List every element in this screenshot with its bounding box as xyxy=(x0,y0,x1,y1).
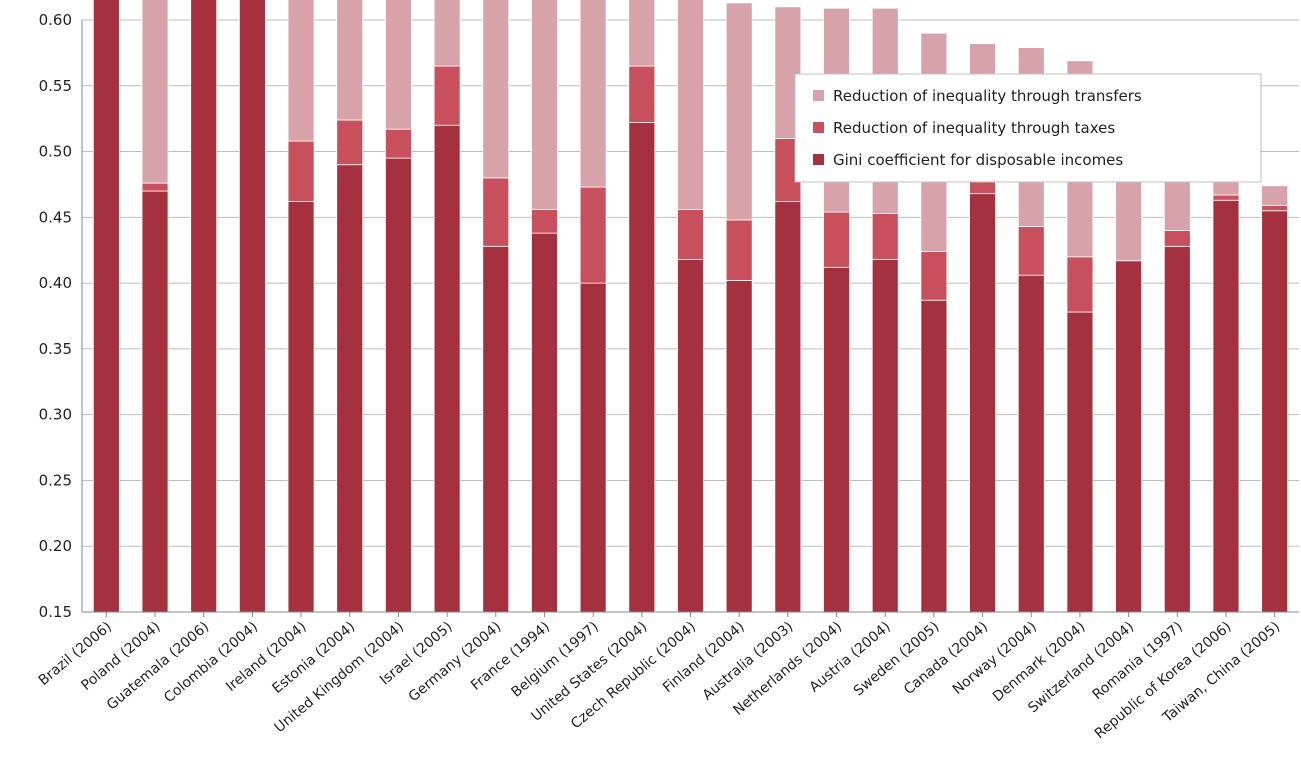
bar-segment-transfers xyxy=(142,0,168,183)
bar-segment-transfers xyxy=(434,0,460,66)
bar-segment-taxes xyxy=(337,120,363,165)
bar-segment-gini xyxy=(385,158,411,612)
bar-segment-gini xyxy=(678,259,704,612)
bar-segment-gini xyxy=(531,233,557,612)
bar-segment-gini xyxy=(1164,246,1190,612)
bar-segment-transfers xyxy=(580,0,606,187)
x-tick-label: Germany (2004) xyxy=(406,619,505,705)
bar-segment-gini xyxy=(288,202,314,612)
bar-segment-gini xyxy=(726,280,752,612)
bar-segment-taxes xyxy=(872,213,898,259)
bar-segment-gini xyxy=(921,300,947,612)
legend-label: Reduction of inequality through transfer… xyxy=(833,87,1142,105)
bar-segment-gini xyxy=(142,191,168,612)
bar-segment-taxes xyxy=(1164,230,1190,246)
bar-segment-taxes xyxy=(1067,257,1093,312)
bar-segment-gini xyxy=(580,283,606,612)
y-tick-label: 0.55 xyxy=(39,77,72,95)
bar-segment-gini xyxy=(1067,312,1093,612)
bar-segment-taxes xyxy=(434,66,460,125)
bar-segment-taxes xyxy=(288,141,314,202)
bar-segment-taxes xyxy=(1213,195,1239,200)
bar-segment-taxes xyxy=(531,209,557,233)
x-tick-label: Sweden (2005) xyxy=(851,619,943,700)
bar-segment-gini xyxy=(824,267,850,612)
bar-segment-gini xyxy=(775,202,801,612)
bar-segment-taxes xyxy=(483,178,509,246)
bar-segment-taxes xyxy=(142,183,168,191)
bar-segment-transfers xyxy=(726,3,752,220)
bar-segment-gini xyxy=(93,0,119,612)
legend-swatch xyxy=(813,154,824,165)
x-tick-label: Canada (2004) xyxy=(901,619,991,698)
bar-segment-gini xyxy=(239,0,265,612)
bar-segment-transfers xyxy=(531,0,557,209)
x-tick-label: Finland (2004) xyxy=(660,619,748,696)
bar-segment-transfers xyxy=(1262,186,1288,206)
bar-segment-gini xyxy=(191,0,217,612)
legend: Reduction of inequality through transfer… xyxy=(795,74,1261,182)
y-tick-label: 0.40 xyxy=(39,274,72,292)
y-tick-label: 0.30 xyxy=(39,406,72,424)
legend-swatch xyxy=(813,122,824,133)
legend-label: Reduction of inequality through taxes xyxy=(833,119,1115,137)
bar-segment-transfers xyxy=(483,0,509,178)
bar-segment-gini xyxy=(1262,211,1288,612)
bar-segment-taxes xyxy=(1262,205,1288,210)
y-tick-label: 0.50 xyxy=(39,143,72,161)
bar-segment-taxes xyxy=(629,66,655,123)
bar-segment-transfers xyxy=(385,0,411,129)
bar-segment-gini xyxy=(629,123,655,612)
legend-label: Gini coefficient for disposable incomes xyxy=(833,151,1123,169)
bar-segment-gini xyxy=(872,259,898,612)
y-tick-label: 0.45 xyxy=(39,208,72,226)
bar-segment-transfers xyxy=(337,0,363,120)
bar-segment-gini xyxy=(1116,261,1142,612)
bar-segment-taxes xyxy=(921,252,947,301)
y-tick-label: 0.15 xyxy=(39,603,72,621)
x-tick-label: Norway (2004) xyxy=(950,619,1040,698)
bar-segment-gini xyxy=(337,165,363,612)
bar-segment-taxes xyxy=(1018,227,1044,276)
y-tick-label: 0.20 xyxy=(39,537,72,555)
y-tick-label: 0.60 xyxy=(39,11,72,29)
bar-segment-taxes xyxy=(678,209,704,259)
bar-segment-gini xyxy=(970,194,996,612)
bar-segment-transfers xyxy=(629,0,655,66)
bar-segment-taxes xyxy=(726,220,752,281)
bar-segment-taxes xyxy=(824,212,850,267)
bar-segment-gini xyxy=(1213,200,1239,612)
legend-swatch xyxy=(813,90,824,101)
x-tick-label: Belgium (1997) xyxy=(508,619,601,701)
bar-segment-taxes xyxy=(385,129,411,158)
y-tick-label: 0.25 xyxy=(39,471,72,489)
bar-segment-gini xyxy=(483,246,509,612)
x-tick-label: Estonia (2004) xyxy=(269,619,358,697)
bar-segment-transfers xyxy=(678,0,704,209)
bar-segment-gini xyxy=(434,125,460,612)
y-tick-label: 0.35 xyxy=(39,340,72,358)
bar-segment-transfers xyxy=(288,0,314,141)
bar-segment-gini xyxy=(1018,275,1044,612)
bar-segment-taxes xyxy=(580,187,606,283)
